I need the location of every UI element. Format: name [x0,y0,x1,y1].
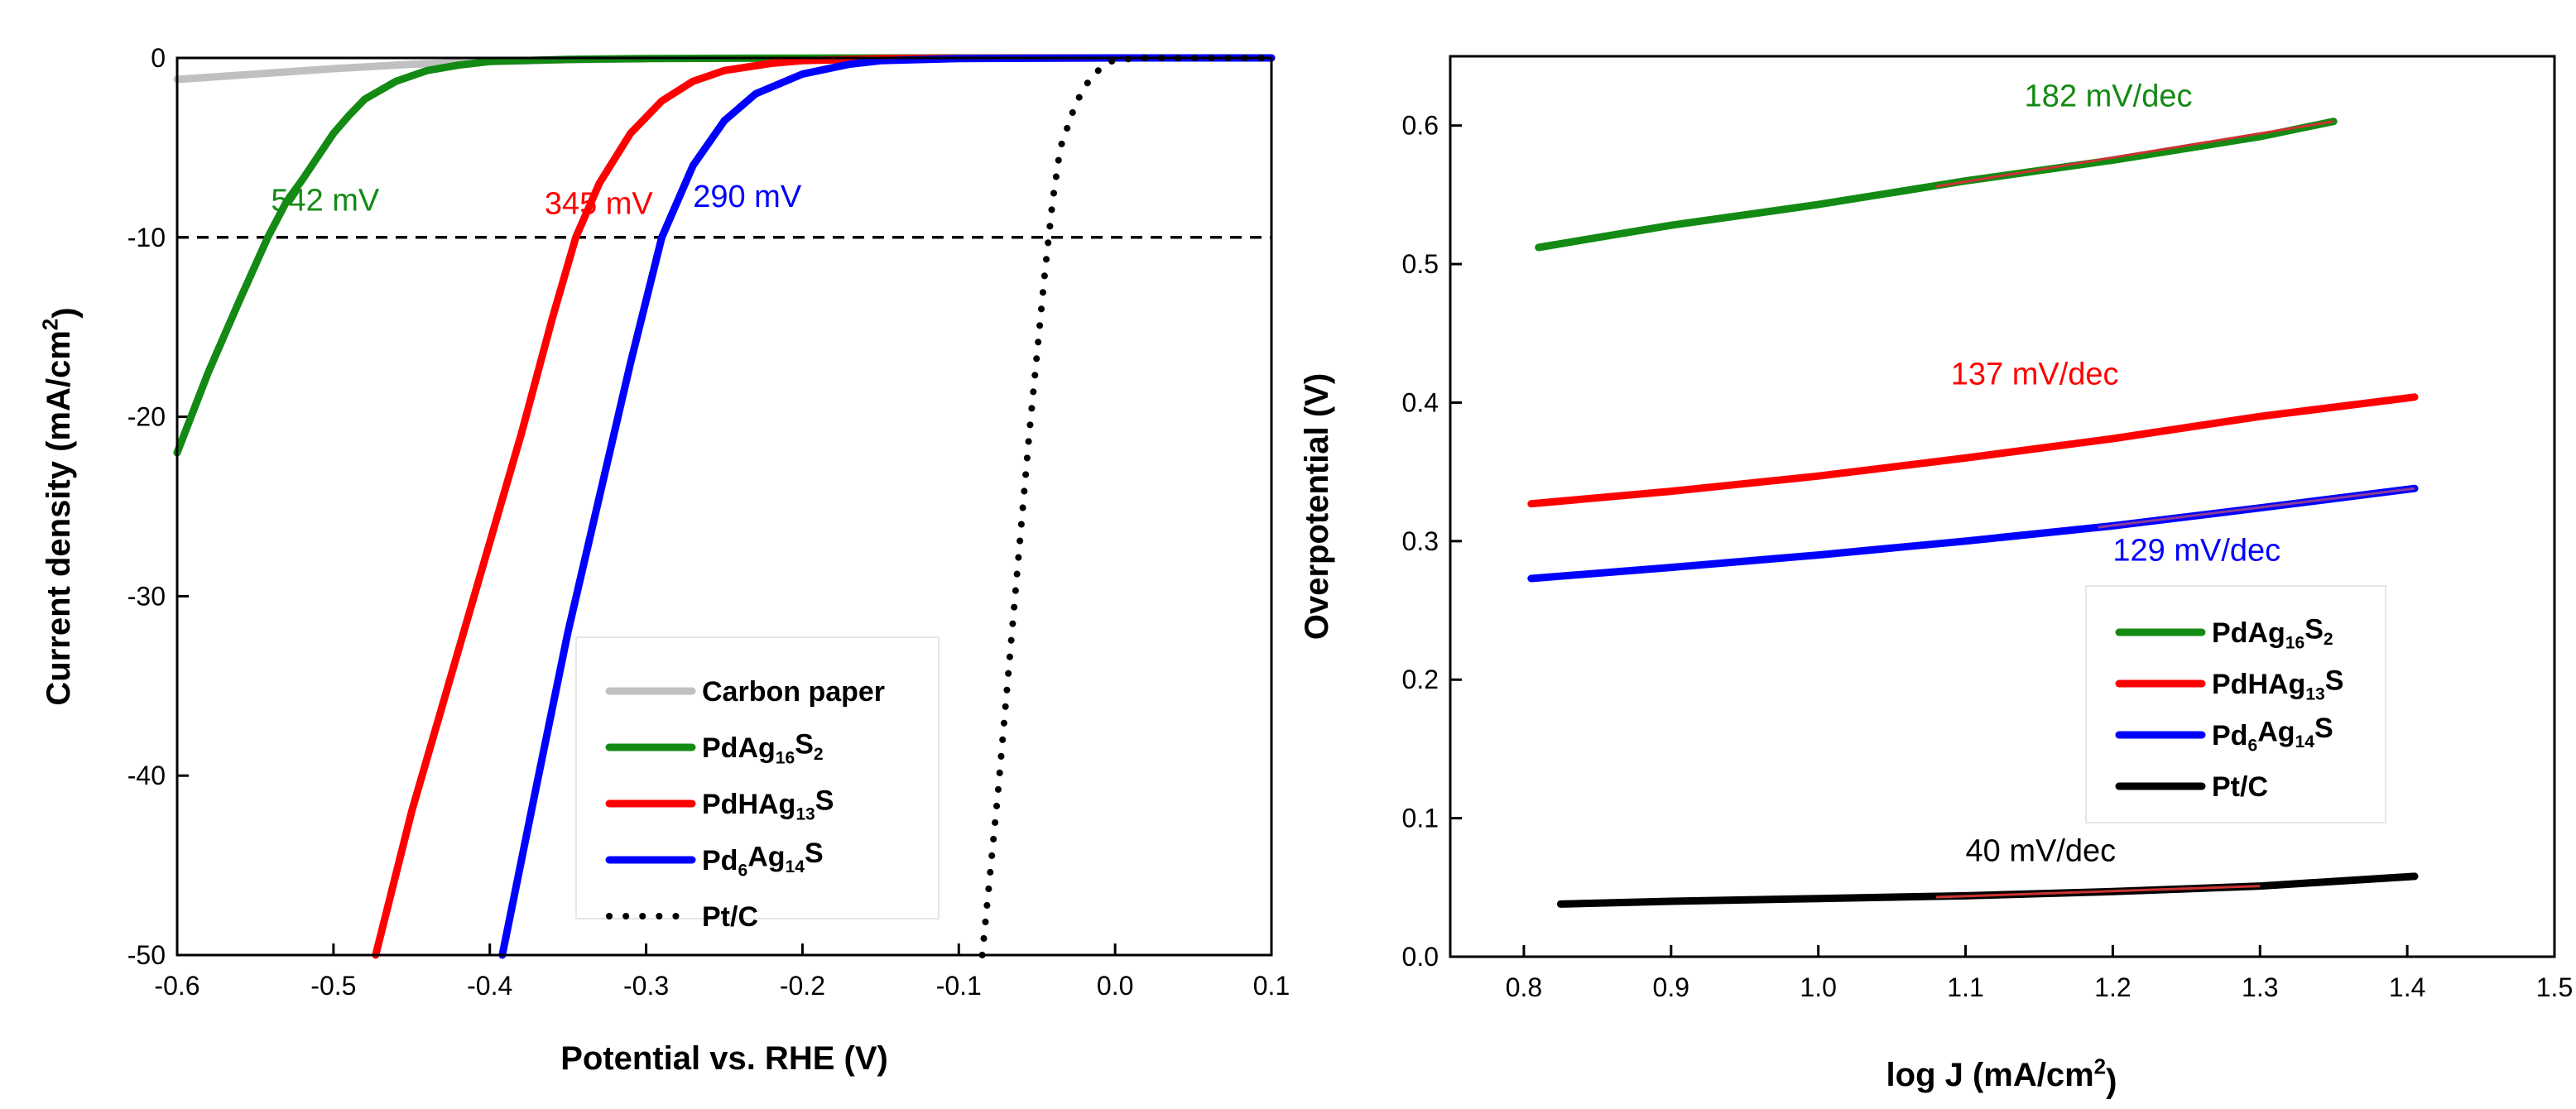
x-tick-label: -0.3 [623,971,669,1001]
legend-label-pdhag13s-part: 13 [2305,684,2324,703]
y-tick-label: -50 [127,940,166,970]
x-axis-label-tail: ) [2106,1063,2117,1100]
legend-label-pd6ag14s: Pd6Ag14S [2212,713,2333,755]
legend-label-pt-c: Pt/C [702,901,758,933]
legend-label-pt-c: Pt/C [2212,771,2268,803]
right-tafel-chart: 0.8 0.9 1.0 1.1 1.2 1.3 1.4 1.5 0.0 0.1 0.2 0.3 0.4 0… [1299,55,2573,1100]
legend-label-carbon-paper: Carbon paper [702,676,885,708]
x-axis-label-main: log J (mA/cm [1886,1057,2094,1093]
legend-label-pdhag13s-part: PdHAg [2212,669,2305,700]
x-axis-label: Potential vs. RHE (V) [560,1040,888,1077]
legend-label-pd6ag14s-part: S [2314,713,2333,744]
legend-label-pd6ag14s-part: S [805,838,824,869]
y-tick-label: 0.5 [1402,249,1439,279]
x-tick-label: -0.2 [780,971,825,1001]
legend-label-pdhag13s-part: S [815,785,834,816]
x-tick-label: 0.1 [1253,971,1290,1001]
legend-label-pdag16s2-part: 16 [776,748,795,767]
left-polarization-chart: -0.6 -0.5 -0.4 -0.3 -0.2 -0.1 0.0 0.1 0 -10 -20 -30… [38,43,1290,1077]
y-tick-label: -40 [127,761,166,790]
x-tick-label: -0.4 [467,971,512,1001]
legend-box [575,636,940,919]
series-line-pt-c [978,55,1275,958]
x-axis-label: log J (mA/cm2) [1886,1054,2117,1100]
legend-label-pdhag13s-part: 13 [795,804,815,823]
legend-label-pdhag13s: PdHAg13S [2212,665,2343,703]
legend-label-pdag16s2-part: 16 [2285,633,2304,652]
y-tick-label: 0.3 [1402,526,1439,556]
y-axis-label-main: Current density (mA/cm [41,330,77,705]
annotation-label: 345 mV [545,187,654,222]
annotation-label: 137 mV/dec [1951,358,2119,392]
annotation-label: 40 mV/dec [1966,834,2117,869]
y-axis-label: Current density (mA/cm2) [38,307,84,705]
y-tick-label: -10 [127,223,166,252]
y-tick-label: 0.4 [1402,387,1439,417]
legend-label-pdhag13s-part: PdHAg [702,789,795,820]
legend-label-pdag16s2-part: 2 [814,745,824,764]
legend-label-carbon-paper-part: Carbon paper [702,676,885,708]
plot-frame [1449,55,2556,958]
x-tick-label: 0.0 [1097,971,1133,1001]
legend-label-pdag16s2-part: PdAg [2212,617,2285,649]
legend-label-pd6ag14s-part: 14 [786,857,805,876]
y-tick-label: 0.1 [1402,804,1439,833]
x-tick-label: 1.2 [2094,972,2131,1002]
x-tick-label: 1.4 [2389,972,2425,1002]
y-tick-label: -30 [127,581,166,611]
x-tick-label: -0.6 [154,971,199,1001]
fit-line-pt-c [1935,885,2261,899]
x-tick-label: 1.3 [2242,972,2278,1002]
legend-label-pdag16s2-part: S [795,728,814,760]
annotation-label: 542 mV [271,183,380,218]
legend-label-pdag16s2-part: S [2304,613,2324,645]
series-line-pdhag13s [1527,393,2419,508]
annotation-label: 129 mV/dec [2112,533,2280,568]
x-tick-label: 0.8 [1506,972,1542,1002]
y-tick-label: 0.0 [1402,942,1439,972]
fit-line-pdag16s2 [1935,120,2334,188]
legend-label-pd6ag14s-part: 14 [2295,732,2315,751]
y-axis-label-tail: ) [47,307,84,318]
series-line-pd6ag14s [498,54,1276,959]
x-tick-label: -0.5 [310,971,356,1001]
legend-label-pd6ag14s-part: Ag [2257,716,2295,747]
y-axis-label: Overpotential (V) [1299,373,1335,640]
annotation-label: 182 mV/dec [2025,79,2193,113]
series-line-pd6ag14s [1527,484,2419,583]
legend-label-pdag16s2: PdAg16S2 [2212,613,2333,652]
legend-label-pdag16s2: PdAg16S2 [702,728,824,767]
plot-frame [175,56,1273,957]
legend-label-pd6ag14s-part: Pd [2212,720,2247,751]
y-tick-label: 0.2 [1402,665,1439,694]
y-tick-label: 0 [151,43,166,73]
series-line-pt-c [1556,872,2419,908]
y-tick-label: -20 [127,402,166,432]
x-tick-label: 0.9 [1653,972,1689,1002]
legend-label-pdhag13s-part: S [2325,665,2344,696]
legend-label-pd6ag14s-part: 6 [738,861,747,880]
legend-label-pt-c-part: Pt/C [702,901,758,933]
legend-label-pt-c-part: Pt/C [2212,771,2268,803]
y-axis-label-sup: 2 [38,319,63,330]
legend-label-pdag16s2-part: 2 [2324,630,2333,649]
x-tick-label: 1.5 [2536,972,2573,1002]
legend-label-pdhag13s: PdHAg13S [702,785,834,823]
legend-label-pd6ag14s-part: Ag [747,841,785,872]
x-tick-label: 1.0 [1800,972,1836,1002]
legend-label-pd6ag14s-part: 6 [2247,736,2257,755]
legend-label-pdag16s2-part: PdAg [702,732,776,764]
legend-label-pd6ag14s-part: Pd [702,845,738,876]
x-tick-label: -0.1 [936,971,982,1001]
annotation-label: 290 mV [693,180,802,214]
x-axis-label-sup: 2 [2094,1054,2106,1079]
legend-label-pd6ag14s: Pd6Ag14S [702,838,824,880]
x-tick-label: 1.1 [1947,972,1983,1002]
fit-line-pd6ag14s [2098,487,2415,529]
y-tick-label: 0.6 [1402,111,1439,141]
